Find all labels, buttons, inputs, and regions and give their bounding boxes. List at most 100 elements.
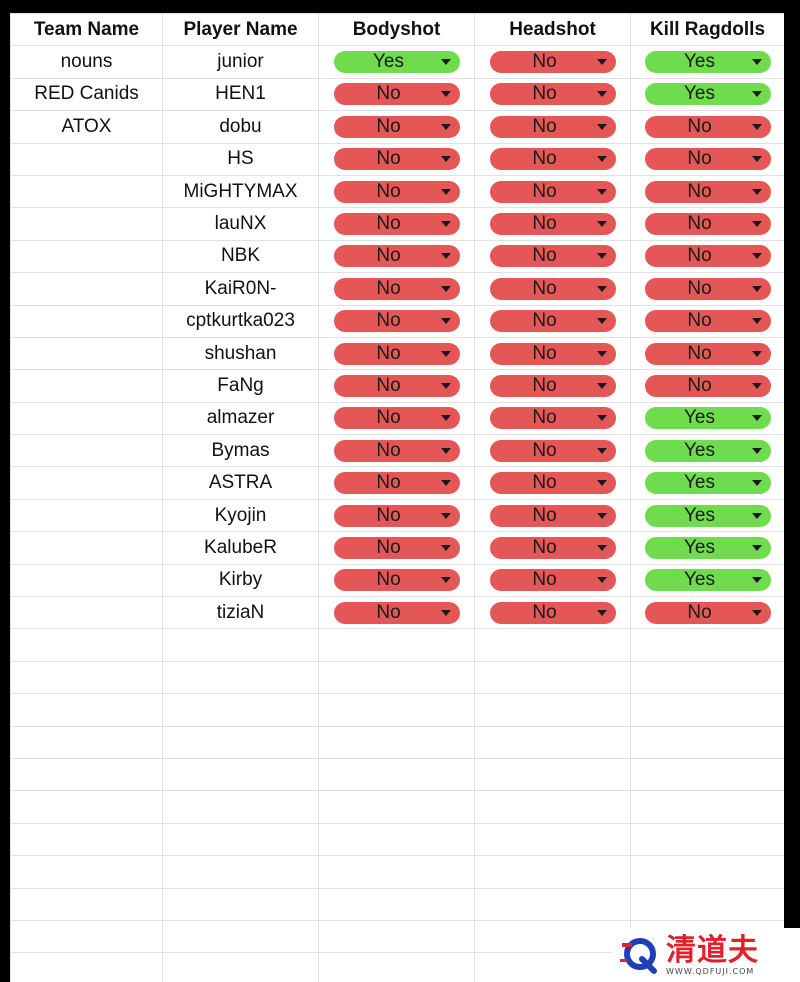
team-name-cell[interactable]: ATOX [10,110,163,144]
empty-cell[interactable] [318,660,475,695]
empty-cell[interactable] [162,855,319,889]
empty-cell[interactable] [318,855,475,889]
bodyshot-dropdown[interactable]: No [333,83,460,106]
player-name-cell[interactable]: junior [162,45,319,79]
empty-cell[interactable] [162,693,319,727]
empty-cell[interactable] [318,822,475,857]
bodyshot-dropdown[interactable]: No [333,245,460,268]
kill-ragdolls-dropdown[interactable]: No [644,310,771,333]
bodyshot-dropdown[interactable]: No [333,504,460,527]
headshot-dropdown[interactable]: No [489,213,616,236]
player-name-cell[interactable]: shushan [162,336,319,371]
player-name-cell[interactable]: cptkurtka023 [162,304,319,338]
kill-ragdolls-dropdown[interactable]: Yes [644,504,771,527]
empty-cell[interactable] [474,887,631,921]
kill-ragdolls-dropdown[interactable]: No [644,342,771,365]
player-name-cell[interactable]: Bymas [162,434,319,468]
empty-cell[interactable] [318,725,475,759]
team-name-cell[interactable] [10,563,163,598]
headshot-dropdown[interactable]: No [489,310,616,333]
empty-cell[interactable] [162,660,319,695]
empty-cell[interactable] [162,757,319,792]
kill-ragdolls-dropdown[interactable]: Yes [644,569,771,592]
kill-ragdolls-dropdown[interactable]: Yes [644,536,771,559]
team-name-cell[interactable] [10,434,163,468]
empty-cell[interactable] [474,693,631,727]
team-name-cell[interactable] [10,596,163,630]
team-name-cell[interactable] [10,304,163,338]
empty-cell[interactable] [162,822,319,857]
empty-cell[interactable] [10,822,163,857]
empty-cell[interactable] [162,790,319,824]
empty-cell[interactable] [474,790,631,824]
empty-cell[interactable] [162,628,319,662]
empty-cell[interactable] [630,887,784,921]
headshot-dropdown[interactable]: No [489,374,616,397]
bodyshot-dropdown[interactable]: No [333,342,460,365]
empty-cell[interactable] [474,725,631,759]
team-name-cell[interactable] [10,272,163,306]
empty-cell[interactable] [630,693,784,727]
player-name-cell[interactable]: HS [162,142,319,176]
bodyshot-dropdown[interactable]: No [333,310,460,333]
player-name-cell[interactable]: MiGHTYMAX [162,174,319,209]
player-name-cell[interactable]: Kyojin [162,498,319,533]
team-name-cell[interactable] [10,369,163,403]
headshot-dropdown[interactable]: No [489,277,616,300]
headshot-dropdown[interactable]: No [489,601,616,624]
empty-cell[interactable] [10,725,163,759]
empty-cell[interactable] [10,887,163,921]
empty-cell[interactable] [162,725,319,759]
empty-cell[interactable] [630,725,784,759]
empty-cell[interactable] [162,919,319,954]
empty-cell[interactable] [318,628,475,662]
headshot-dropdown[interactable]: No [489,83,616,106]
player-name-cell[interactable]: lauNX [162,207,319,241]
kill-ragdolls-dropdown[interactable]: Yes [644,472,771,495]
headshot-dropdown[interactable]: No [489,180,616,203]
headshot-dropdown[interactable]: No [489,342,616,365]
player-name-cell[interactable]: tiziaN [162,596,319,630]
headshot-dropdown[interactable]: No [489,407,616,430]
empty-cell[interactable] [10,790,163,824]
player-name-cell[interactable]: HEN1 [162,77,319,112]
empty-cell[interactable] [630,855,784,889]
empty-cell[interactable] [318,693,475,727]
kill-ragdolls-dropdown[interactable]: No [644,148,771,171]
kill-ragdolls-dropdown[interactable]: No [644,180,771,203]
team-name-cell[interactable] [10,401,163,436]
empty-cell[interactable] [10,952,163,982]
team-name-cell[interactable] [10,207,163,241]
empty-cell[interactable] [630,660,784,695]
kill-ragdolls-dropdown[interactable]: Yes [644,439,771,462]
headshot-dropdown[interactable]: No [489,245,616,268]
team-name-cell[interactable] [10,336,163,371]
bodyshot-dropdown[interactable]: No [333,472,460,495]
player-name-cell[interactable]: FaNg [162,369,319,403]
bodyshot-dropdown[interactable]: No [333,277,460,300]
empty-cell[interactable] [630,790,784,824]
empty-cell[interactable] [474,660,631,695]
empty-cell[interactable] [630,628,784,662]
team-name-cell[interactable] [10,174,163,209]
empty-cell[interactable] [10,660,163,695]
player-name-cell[interactable]: NBK [162,239,319,274]
empty-cell[interactable] [162,887,319,921]
team-name-cell[interactable] [10,466,163,500]
bodyshot-dropdown[interactable]: No [333,569,460,592]
empty-cell[interactable] [630,757,784,792]
empty-cell[interactable] [318,887,475,921]
player-name-cell[interactable]: dobu [162,110,319,144]
empty-cell[interactable] [474,855,631,889]
headshot-dropdown[interactable]: No [489,439,616,462]
kill-ragdolls-dropdown[interactable]: No [644,601,771,624]
kill-ragdolls-dropdown[interactable]: Yes [644,83,771,106]
headshot-dropdown[interactable]: No [489,148,616,171]
team-name-cell[interactable]: nouns [10,45,163,79]
empty-cell[interactable] [10,628,163,662]
kill-ragdolls-dropdown[interactable]: No [644,115,771,138]
headshot-dropdown[interactable]: No [489,536,616,559]
empty-cell[interactable] [474,628,631,662]
player-name-cell[interactable]: almazer [162,401,319,436]
empty-cell[interactable] [474,822,631,857]
